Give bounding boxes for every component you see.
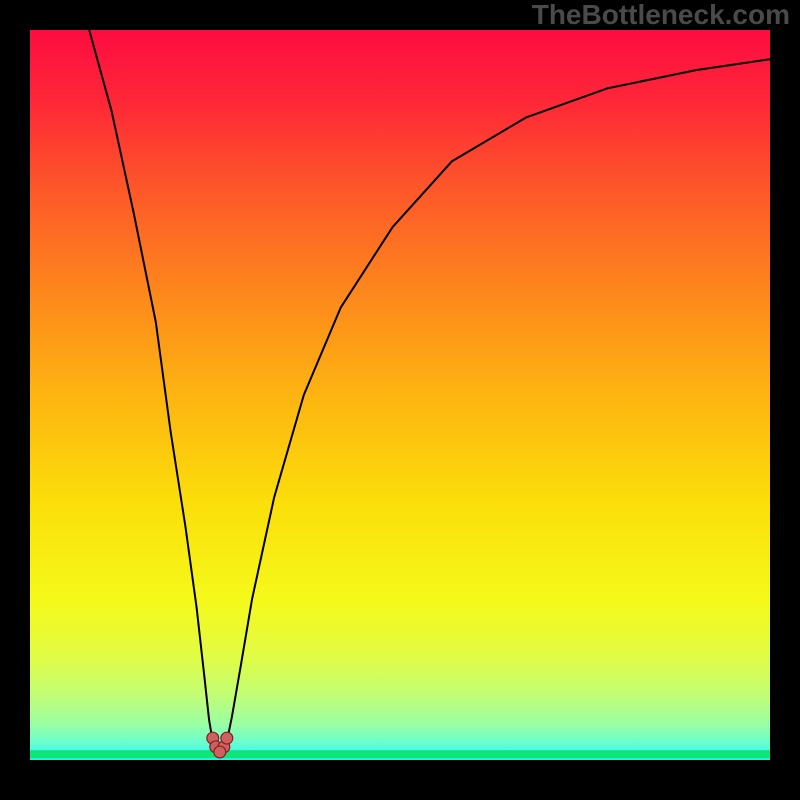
valley-marker <box>221 732 233 744</box>
baseline-band <box>30 750 770 758</box>
valley-marker <box>214 746 226 758</box>
plot-background <box>30 30 770 760</box>
bottleneck-chart: TheBottleneck.com <box>0 0 800 800</box>
watermark-text: TheBottleneck.com <box>532 0 790 30</box>
